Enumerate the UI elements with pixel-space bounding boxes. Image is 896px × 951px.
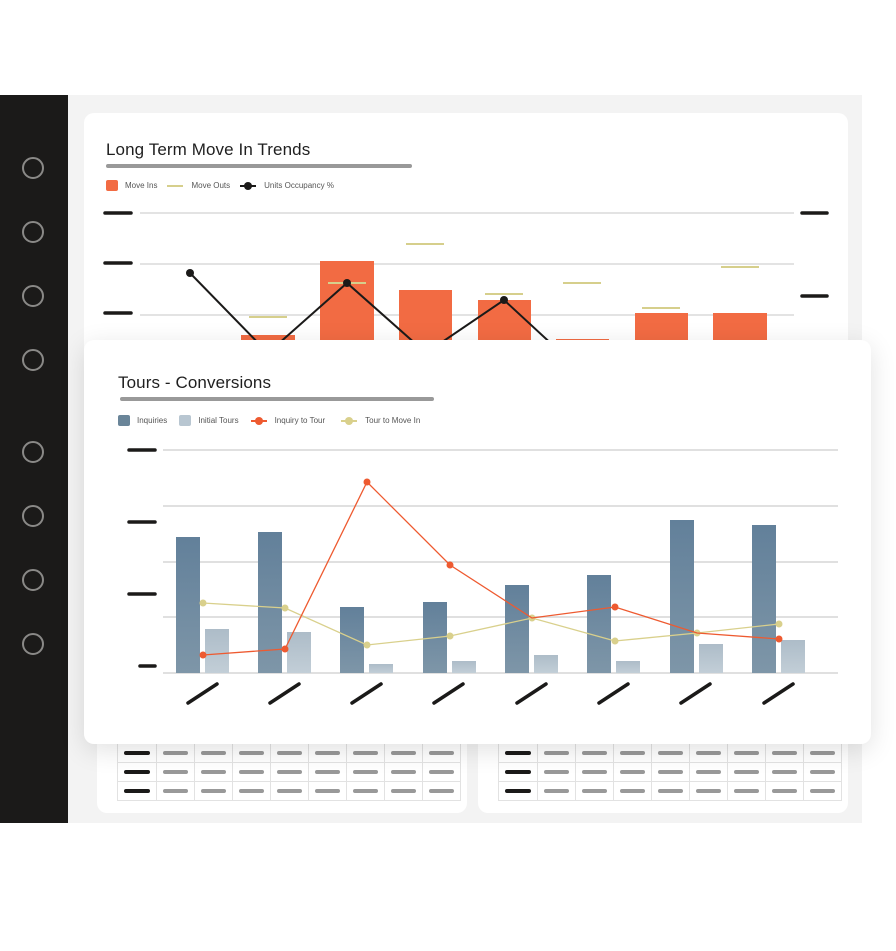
tours-conversions-card: Tours - Conversions Inquiries Initial To… (84, 340, 871, 744)
bar-swatch-icon (179, 415, 192, 426)
line-dot-swatch-icon (341, 416, 358, 425)
line-dot-swatch-icon (250, 416, 267, 425)
data-table-right (498, 743, 842, 801)
sidebar-nav-icon-4[interactable] (22, 349, 44, 371)
bar-swatch-icon (118, 415, 130, 426)
table-row (117, 762, 461, 782)
table-row (498, 781, 842, 801)
sidebar-nav-icon-5[interactable] (22, 441, 44, 463)
move-in-trends-title: Long Term Move In Trends (106, 140, 311, 159)
dashboard-app: Long Term Move In Trends Move Ins Move O… (0, 95, 871, 823)
tours-legend: Inquiries Initial Tours Inquiry to Tour … (118, 415, 430, 426)
legend-initial-tours: Initial Tours (179, 415, 239, 426)
move-in-legend: Move Ins Move Outs Units Occupancy % (106, 180, 344, 191)
data-table-left (117, 743, 461, 801)
tours-conversions-chart (127, 448, 838, 705)
table-row (117, 781, 461, 801)
sidebar-nav-icon-7[interactable] (22, 569, 44, 591)
table-row (498, 743, 842, 763)
title-underline (106, 164, 412, 168)
data-table-card-left (97, 725, 467, 813)
sidebar-nav-icon-3[interactable] (22, 285, 44, 307)
line-dot-swatch-icon (240, 181, 257, 190)
move-in-trends-card: Long Term Move In Trends Move Ins Move O… (84, 113, 848, 375)
table-row (498, 762, 842, 782)
legend-inquiries: Inquiries (118, 415, 167, 426)
legend-tour-to-move-in: Tour to Move In (341, 416, 420, 425)
sidebar-nav-icon-6[interactable] (22, 505, 44, 527)
legend-move-ins: Move Ins (106, 180, 157, 191)
sidebar-nav-icon-2[interactable] (22, 221, 44, 243)
line-swatch-icon (167, 184, 184, 187)
bar-swatch-icon (106, 180, 118, 191)
move-in-trends-chart (103, 211, 829, 375)
sidebar (0, 95, 68, 823)
tours-conversions-title: Tours - Conversions (118, 373, 272, 392)
title-underline (120, 397, 434, 401)
table-row (117, 743, 461, 763)
legend-inquiry-to-tour: Inquiry to Tour (250, 416, 325, 425)
sidebar-nav-icon-1[interactable] (22, 157, 44, 179)
sidebar-nav-icon-8[interactable] (22, 633, 44, 655)
legend-move-outs: Move Outs (167, 181, 230, 190)
legend-occupancy: Units Occupancy % (240, 181, 334, 190)
